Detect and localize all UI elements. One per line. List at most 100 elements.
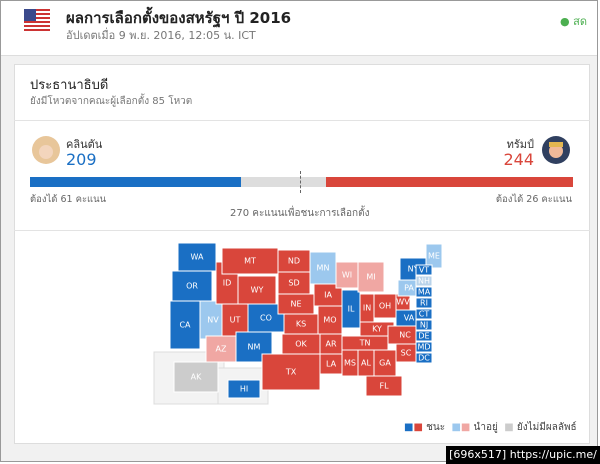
avatar xyxy=(542,136,570,164)
state-label: NE xyxy=(290,300,301,309)
state-label: HI xyxy=(240,385,248,394)
needed: ต้องได้ 61 คะแนน xyxy=(30,194,107,205)
state xyxy=(205,335,237,363)
state-label: VA xyxy=(404,314,415,323)
state-label: UT xyxy=(230,316,241,325)
state-label: MO xyxy=(323,316,336,325)
state xyxy=(221,247,279,275)
avatar xyxy=(32,136,60,164)
state-label: LA xyxy=(326,360,337,369)
state-label: MD xyxy=(417,343,430,352)
threshold-label: 270 คะแนนเพื่อชนะการเลือกตั้ง xyxy=(230,208,370,219)
state-label: RI xyxy=(420,299,428,308)
state xyxy=(415,330,433,342)
state xyxy=(261,353,321,391)
state-label: AR xyxy=(325,340,336,349)
flag xyxy=(24,9,50,31)
state-label: MA xyxy=(418,288,431,297)
separator xyxy=(14,120,590,121)
bar-trump xyxy=(326,177,573,187)
live-label: สด xyxy=(573,15,587,28)
candidate-votes: 209 xyxy=(66,150,97,169)
state xyxy=(221,303,249,337)
state xyxy=(365,375,403,397)
vote-bar xyxy=(30,171,573,193)
state-label: PA xyxy=(404,284,414,293)
threshold-line xyxy=(300,171,301,193)
state-label: NY xyxy=(408,265,419,274)
updated: อัปเดตเมื่อ 9 พ.ย. 2016, 12:05 น. ICT xyxy=(66,29,256,42)
state xyxy=(425,243,443,269)
state xyxy=(415,286,433,298)
state-label: CO xyxy=(260,314,272,323)
state-label: TX xyxy=(285,368,297,377)
state-label: NV xyxy=(207,316,219,325)
state xyxy=(415,341,433,353)
state-label: NJ xyxy=(420,321,428,330)
state-label: WV xyxy=(396,298,410,307)
legend-label: ยังไม่มีผลลัพธ์ xyxy=(516,422,577,433)
state-label: TN xyxy=(359,339,371,348)
state-label: VT xyxy=(419,266,429,275)
state xyxy=(227,379,261,399)
state-label: DC xyxy=(418,354,430,363)
state-label: MN xyxy=(317,264,330,273)
state-label: KY xyxy=(372,325,382,334)
header xyxy=(1,1,597,56)
state-label: SD xyxy=(288,279,299,288)
state-label: ID xyxy=(223,279,232,288)
state-label: ME xyxy=(428,252,440,261)
state-label: NH xyxy=(418,277,430,286)
state-label: FL xyxy=(379,382,389,391)
state-label: DE xyxy=(418,332,429,341)
state-label: MT xyxy=(244,257,256,266)
state-label: MS xyxy=(344,359,356,368)
state-label: ND xyxy=(288,257,300,266)
state xyxy=(415,352,433,364)
state xyxy=(171,270,213,302)
watermark: [696x517] https://upic.me/ xyxy=(446,446,600,464)
separator xyxy=(14,230,590,231)
section-subtitle: ยังมีโหวตจากคณะผู้เลือกตั้ง 85 โหวต xyxy=(30,96,193,107)
section-title: ประธานาธิบดี xyxy=(30,78,109,93)
state-label: SC xyxy=(401,349,412,358)
state xyxy=(317,305,343,335)
state-label: AK xyxy=(191,373,202,382)
state-label: IA xyxy=(324,291,332,300)
state-label: KS xyxy=(296,320,306,329)
live-indicator: ● สด xyxy=(560,15,587,28)
state-label: IL xyxy=(348,305,355,314)
state xyxy=(415,264,433,276)
state xyxy=(169,300,201,350)
state-label: OK xyxy=(295,340,307,349)
map: WA OR CA NV ID MT WY UT AZ CO NM ND SD NE KS OK TX MN IA MO… xyxy=(153,242,443,405)
state xyxy=(415,275,433,287)
needed: ต้องได้ 26 คะแนน xyxy=(495,194,572,205)
state-label: OH xyxy=(379,302,391,311)
state-label: WI xyxy=(342,271,352,280)
state-label: IN xyxy=(363,304,371,313)
candidate-votes: 244 xyxy=(503,150,534,169)
state-label: WA xyxy=(191,253,204,262)
title: ผลการเลือกตั้งของสหรัฐฯ ปี 2016 xyxy=(66,9,292,27)
candidate-name: ทรัมป์ xyxy=(506,138,534,151)
state-label: AL xyxy=(361,359,371,368)
state xyxy=(177,242,217,272)
state xyxy=(415,319,433,331)
state-label: CT xyxy=(419,310,430,319)
state-label: AZ xyxy=(216,345,227,354)
legend-label: นำอยู่ xyxy=(473,422,498,433)
state xyxy=(173,361,219,393)
state-label: WY xyxy=(251,286,264,295)
state-label: GA xyxy=(379,359,391,368)
legend-label: ชนะ xyxy=(426,422,446,433)
state xyxy=(415,297,433,309)
legend: ■■ ชนะ ■■ นำอยู่ ■ ยังไม่มีผลลัพธ์ xyxy=(404,422,577,433)
state xyxy=(357,261,385,293)
state xyxy=(237,275,277,305)
state-label: NM xyxy=(248,343,261,352)
candidate-name: คลินตัน xyxy=(66,138,103,151)
state-label: CA xyxy=(179,321,191,330)
state-label: MI xyxy=(366,273,375,282)
